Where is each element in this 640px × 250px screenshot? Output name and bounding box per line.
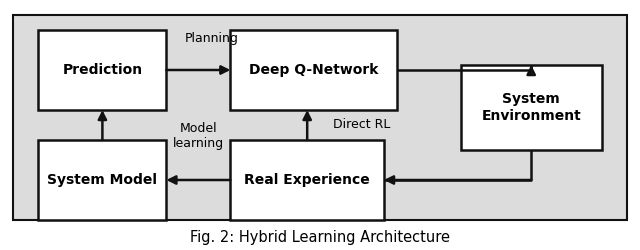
- Bar: [13, 15, 627, 220]
- Text: Model
learning: Model learning: [173, 122, 224, 150]
- Text: Planning: Planning: [184, 32, 238, 45]
- Bar: [38, 140, 166, 220]
- Bar: [230, 140, 384, 220]
- Text: Fig. 2: Hybrid Learning Architecture: Fig. 2: Hybrid Learning Architecture: [190, 230, 450, 245]
- Bar: [230, 30, 397, 110]
- Text: Real Experience: Real Experience: [244, 173, 370, 187]
- Text: System Model: System Model: [47, 173, 157, 187]
- Bar: [38, 30, 166, 110]
- Text: Deep Q-Network: Deep Q-Network: [249, 63, 378, 77]
- Text: Direct RL: Direct RL: [333, 118, 390, 132]
- Text: System
Environment: System Environment: [481, 92, 581, 122]
- Text: Prediction: Prediction: [62, 63, 143, 77]
- Bar: [461, 65, 602, 150]
